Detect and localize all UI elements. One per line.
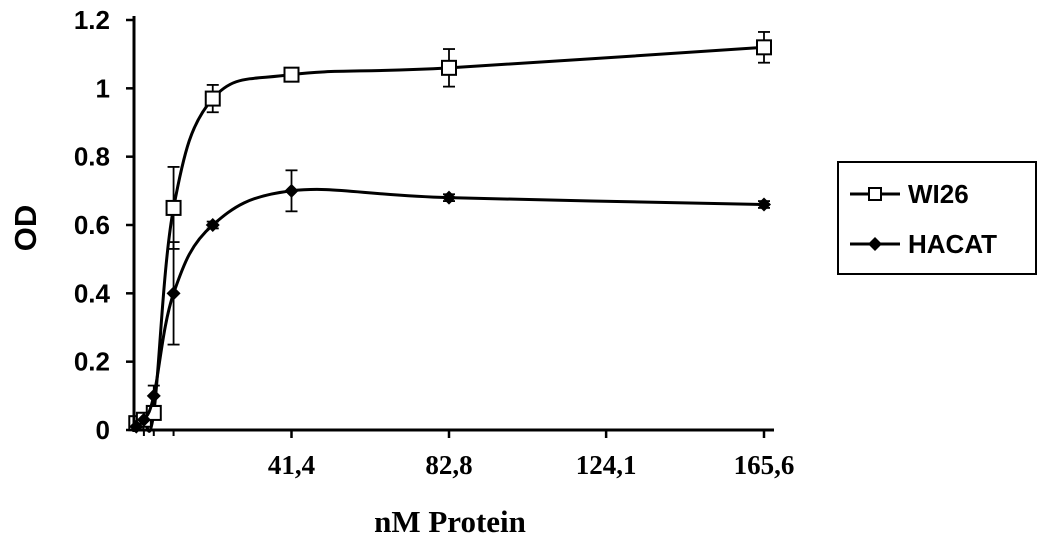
- plot-area: [128, 31, 772, 434]
- x-tick-label: 82,8: [425, 450, 472, 480]
- series-line-wi26: [135, 45, 765, 433]
- x-tick-label: 41,4: [268, 450, 315, 480]
- y-tick-label: 1: [96, 73, 110, 103]
- y-tick-label: 0.2: [74, 347, 110, 377]
- data-point-wi26: [204, 90, 221, 107]
- data-point-hacat: [166, 286, 181, 301]
- data-point-hacat: [284, 183, 299, 198]
- data-point-hacat: [205, 218, 220, 232]
- y-axis-label: OD: [8, 205, 43, 252]
- data-point-wi26: [165, 199, 182, 216]
- legend-marker-wi26: [868, 187, 882, 201]
- x-tick-label: 124,1: [576, 450, 637, 480]
- data-point-hacat: [442, 190, 456, 205]
- legend-label-wi26: WI26: [908, 179, 969, 209]
- series-wi26: [128, 31, 772, 433]
- axes: 0 0.2 0.4 0.6 0.8 1 1.2 41,4 82,8 124,1 165,6: [74, 5, 795, 480]
- data-point-wi26: [441, 59, 457, 76]
- legend-item-wi26: WI26: [850, 179, 969, 209]
- data-point-wi26: [283, 66, 300, 83]
- legend-box: [837, 161, 1037, 275]
- y-tick-label: 0.8: [74, 142, 110, 172]
- y-tick-label: 0.4: [74, 278, 111, 308]
- data-point-hacat: [146, 388, 161, 403]
- series-line-hacat: [135, 187, 765, 428]
- y-tick-label: 0: [96, 415, 110, 445]
- x-axis-label: nM Protein: [374, 504, 526, 539]
- legend-marker-hacat: [868, 237, 882, 251]
- y-tick-label: 0.6: [74, 210, 110, 240]
- data-point-hacat: [757, 197, 771, 212]
- data-point-wi26: [756, 39, 772, 56]
- y-tick-label: 1.2: [74, 5, 110, 35]
- legend: WI26 HACAT: [837, 161, 1037, 275]
- series-hacat: [129, 169, 771, 434]
- legend-item-hacat: HACAT: [850, 229, 997, 259]
- x-tick-label: 165,6: [734, 450, 795, 480]
- legend-label-hacat: HACAT: [908, 229, 997, 259]
- data-point-hacat: [136, 412, 151, 427]
